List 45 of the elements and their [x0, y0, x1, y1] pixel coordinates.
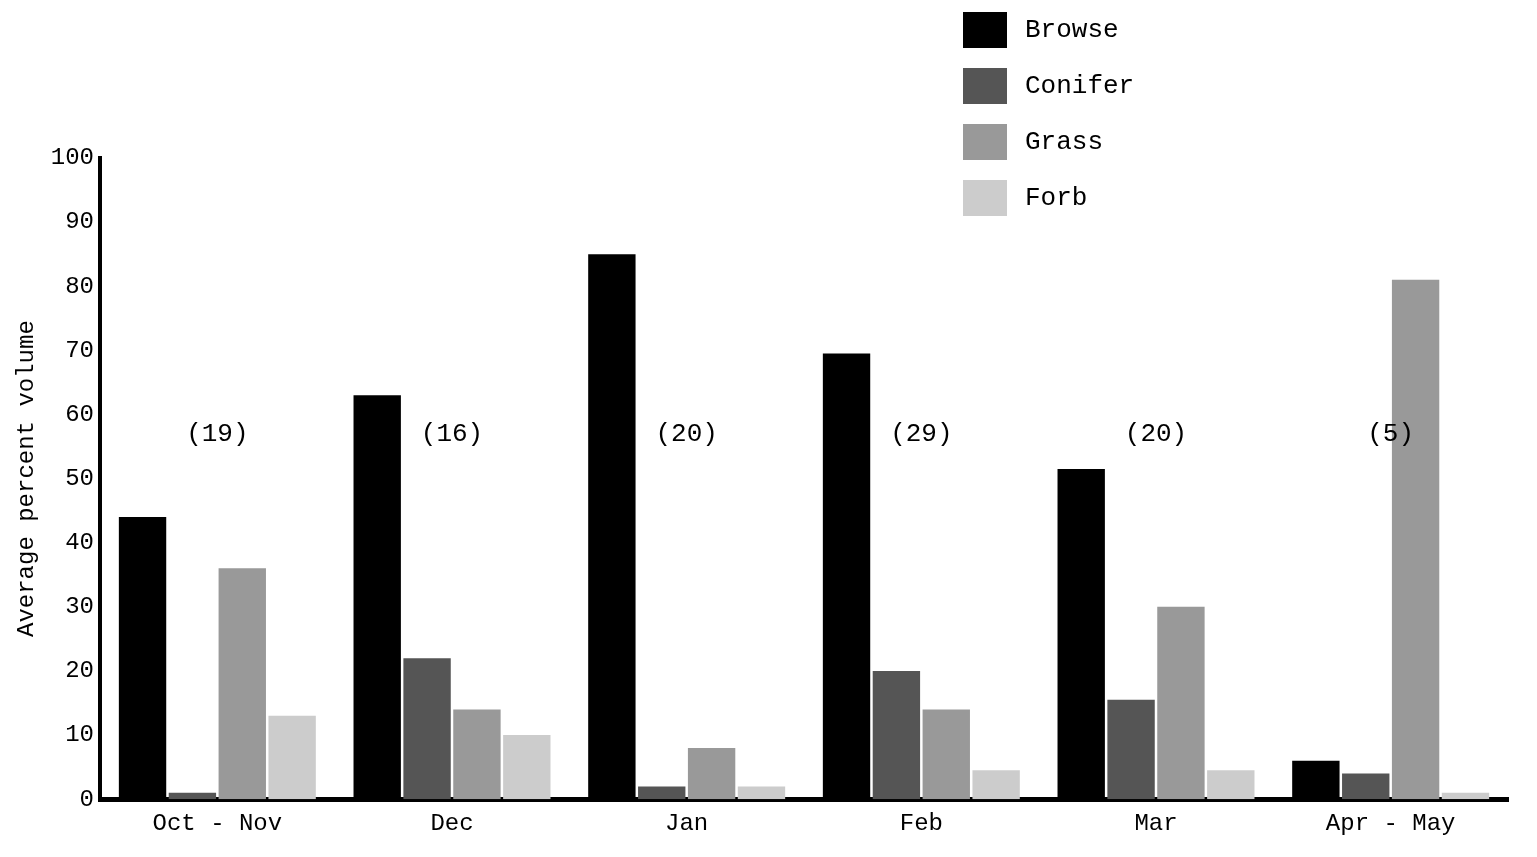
bar — [218, 568, 266, 800]
y-tick-label: 20 — [65, 657, 95, 685]
legend-label: Browse — [1025, 15, 1119, 45]
y-tick-label: 70 — [65, 336, 95, 364]
y-tick-label: 60 — [65, 400, 95, 428]
bar — [687, 747, 736, 800]
bar — [403, 658, 451, 800]
y-tick-label: 30 — [65, 593, 95, 621]
bar — [922, 709, 970, 800]
annotation: (29) — [890, 418, 953, 449]
bar — [268, 715, 316, 800]
legend-label: Grass — [1025, 127, 1104, 157]
y-tick-label: 40 — [65, 529, 95, 557]
bar — [972, 770, 1020, 800]
annotation: (20) — [655, 418, 718, 449]
annotation: (19) — [186, 418, 249, 449]
y-axis-title: Average percent volume — [12, 320, 40, 638]
y-tick-label: 90 — [65, 208, 95, 236]
bar — [737, 786, 786, 800]
y-tick-label: 80 — [65, 272, 95, 300]
bar — [1441, 792, 1490, 800]
bar — [1107, 699, 1155, 800]
y-tick-label: 50 — [65, 464, 95, 492]
bar — [1207, 770, 1255, 800]
annotation: (16) — [420, 418, 484, 449]
x-tick-label: Apr - May — [1325, 809, 1456, 837]
x-tick-label: Mar — [1134, 809, 1178, 837]
bar — [872, 670, 921, 800]
y-tick-label: 10 — [65, 721, 95, 749]
legend-label: Conifer — [1025, 71, 1135, 101]
y-tick-label: 100 — [50, 144, 95, 172]
y-tick-label: 0 — [79, 785, 95, 813]
x-tick-label: Jan — [665, 809, 709, 837]
x-tick-label: Feb — [899, 809, 943, 837]
bar — [168, 792, 217, 800]
bar — [453, 709, 501, 800]
bar — [1157, 606, 1205, 800]
x-tick-label: Oct - Nov — [152, 809, 283, 837]
bar — [503, 735, 551, 800]
bar — [1342, 773, 1390, 800]
annotation: (5) — [1367, 418, 1415, 449]
bar — [638, 786, 686, 800]
x-tick-label: Dec — [430, 809, 474, 837]
annotation: (20) — [1124, 418, 1188, 449]
legend-label: Forb — [1025, 183, 1088, 213]
